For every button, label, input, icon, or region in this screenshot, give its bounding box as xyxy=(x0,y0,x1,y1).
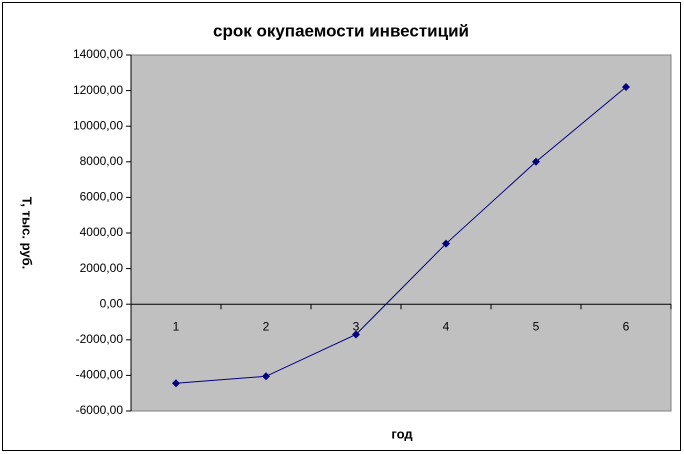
y-tick-label: 10000,00 xyxy=(73,118,123,132)
y-tick-label: 12000,00 xyxy=(73,83,123,97)
y-tick-label: 2000,00 xyxy=(80,261,124,275)
marker xyxy=(172,379,180,388)
chart-title: срок окупаемости инвестиций xyxy=(213,21,469,40)
x-tick-label: 4 xyxy=(443,319,450,333)
marker xyxy=(262,372,270,381)
y-tick-label: 14000,00 xyxy=(73,47,123,61)
y-tick-label: -4000,00 xyxy=(76,368,124,382)
line xyxy=(175,86,627,384)
y-tick-label: -6000,00 xyxy=(76,403,124,417)
x-tick-label: 6 xyxy=(623,319,630,333)
y-tick-label: 4000,00 xyxy=(80,225,124,239)
plot-area xyxy=(130,54,672,412)
y-tick-label: -2000,00 xyxy=(76,332,124,346)
marker xyxy=(442,239,450,248)
x-tick-label: 1 xyxy=(173,319,180,333)
y-tick-label: 6000,00 xyxy=(80,190,124,204)
y-tick-label: 8000,00 xyxy=(80,154,124,168)
x-axis-title: год xyxy=(391,426,413,441)
marker xyxy=(622,83,630,92)
x-tick-label: 5 xyxy=(533,319,540,333)
x-tick-label: 3 xyxy=(353,319,360,333)
marker xyxy=(352,330,360,339)
y-tick-label: 0,00 xyxy=(100,296,124,310)
y-axis-title: Т, тыс. руб. xyxy=(20,197,35,269)
marker xyxy=(532,157,540,166)
x-tick-label: 2 xyxy=(263,319,270,333)
